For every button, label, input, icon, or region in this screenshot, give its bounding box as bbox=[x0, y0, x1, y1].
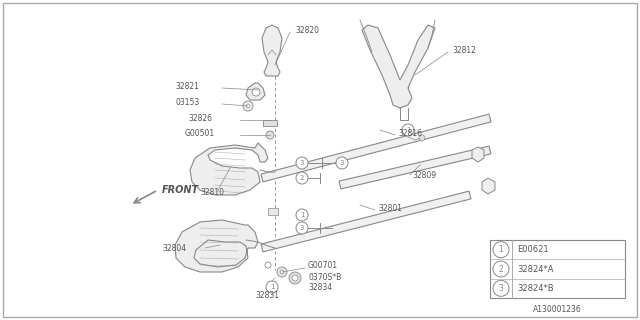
Circle shape bbox=[296, 209, 308, 221]
Polygon shape bbox=[339, 146, 491, 189]
Circle shape bbox=[280, 270, 284, 274]
Polygon shape bbox=[261, 114, 491, 182]
Text: E00621: E00621 bbox=[517, 245, 548, 254]
Text: 3: 3 bbox=[499, 284, 504, 293]
Circle shape bbox=[296, 157, 308, 169]
Circle shape bbox=[292, 275, 298, 281]
Bar bbox=[268, 208, 278, 215]
Text: 32816: 32816 bbox=[398, 129, 422, 138]
Text: 03153: 03153 bbox=[175, 98, 199, 107]
Polygon shape bbox=[472, 147, 484, 162]
Bar bbox=[263, 120, 277, 126]
Circle shape bbox=[493, 280, 509, 296]
Text: 32824*A: 32824*A bbox=[517, 265, 554, 274]
Circle shape bbox=[296, 172, 308, 184]
Text: 3: 3 bbox=[340, 160, 344, 166]
Text: 32821: 32821 bbox=[175, 82, 199, 91]
Text: 32824*B: 32824*B bbox=[517, 284, 554, 293]
Text: 3: 3 bbox=[300, 160, 304, 166]
Circle shape bbox=[265, 262, 271, 268]
Text: G00501: G00501 bbox=[185, 129, 215, 138]
Polygon shape bbox=[246, 83, 265, 100]
Circle shape bbox=[493, 242, 509, 258]
Circle shape bbox=[252, 88, 260, 96]
Text: 0370S*B: 0370S*B bbox=[308, 274, 341, 283]
Bar bbox=[490, 240, 625, 298]
Polygon shape bbox=[362, 25, 435, 108]
Polygon shape bbox=[261, 191, 471, 252]
Text: 32826: 32826 bbox=[188, 114, 212, 123]
Circle shape bbox=[266, 281, 278, 293]
Text: 32834: 32834 bbox=[308, 284, 332, 292]
Circle shape bbox=[246, 104, 250, 108]
Circle shape bbox=[266, 131, 274, 139]
Circle shape bbox=[277, 267, 287, 277]
Text: 1: 1 bbox=[499, 245, 504, 254]
Polygon shape bbox=[190, 143, 268, 195]
Text: 1: 1 bbox=[406, 127, 410, 133]
Text: 32812: 32812 bbox=[452, 45, 476, 54]
Text: 32804: 32804 bbox=[162, 244, 186, 252]
Text: 3: 3 bbox=[300, 225, 304, 231]
Circle shape bbox=[419, 135, 425, 141]
Polygon shape bbox=[482, 178, 495, 194]
Text: 32810: 32810 bbox=[200, 188, 224, 196]
Text: 32809: 32809 bbox=[412, 171, 436, 180]
Circle shape bbox=[289, 272, 301, 284]
Circle shape bbox=[493, 261, 509, 277]
Text: 32801: 32801 bbox=[378, 204, 402, 212]
Text: FRONT: FRONT bbox=[162, 185, 199, 195]
Text: 1: 1 bbox=[269, 284, 275, 290]
Circle shape bbox=[243, 101, 253, 111]
Polygon shape bbox=[262, 25, 282, 76]
Text: 32820: 32820 bbox=[295, 26, 319, 35]
Text: 1: 1 bbox=[300, 212, 304, 218]
Circle shape bbox=[336, 157, 348, 169]
Text: 2: 2 bbox=[300, 175, 304, 181]
Circle shape bbox=[402, 124, 414, 136]
Text: A130001236: A130001236 bbox=[533, 306, 582, 315]
Text: 32831: 32831 bbox=[255, 291, 279, 300]
Text: 2: 2 bbox=[499, 265, 504, 274]
Polygon shape bbox=[175, 220, 258, 272]
Circle shape bbox=[296, 222, 308, 234]
Text: G00701: G00701 bbox=[308, 261, 338, 270]
